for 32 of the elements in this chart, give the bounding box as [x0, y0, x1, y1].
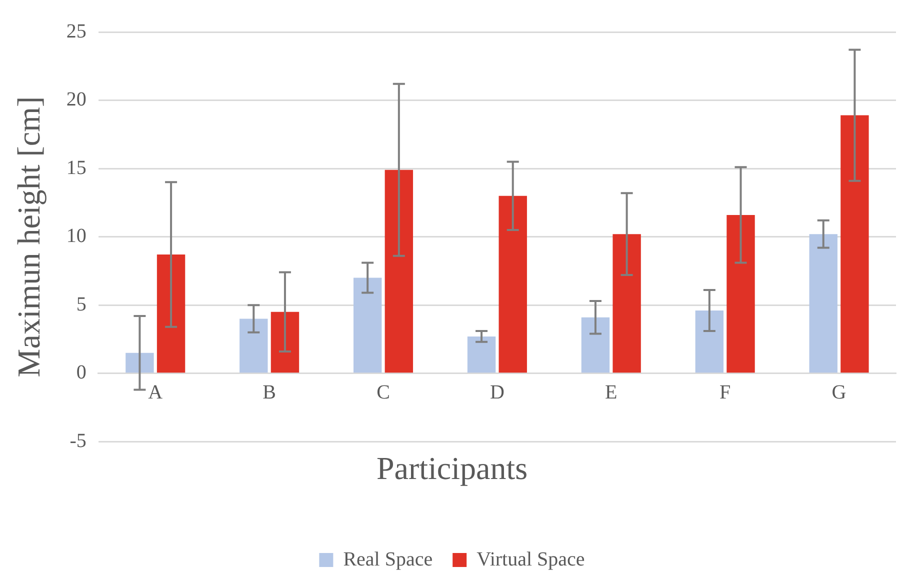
- legend-label: Real Space: [343, 548, 433, 570]
- y-tick-label: 25: [66, 20, 86, 42]
- bar: [809, 234, 838, 373]
- x-tick-label: B: [262, 382, 276, 404]
- x-tick-label: G: [832, 382, 846, 404]
- bar: [240, 318, 268, 373]
- x-tick-label: E: [605, 382, 618, 404]
- bar: [156, 254, 186, 373]
- bar: [467, 336, 496, 373]
- bar: [498, 196, 527, 373]
- x-tick-label: A: [148, 382, 164, 404]
- y-tick-label: 0: [76, 362, 86, 384]
- y-tick-label: 10: [66, 225, 86, 248]
- bar: [612, 234, 641, 373]
- bar: [270, 312, 300, 373]
- y-tick-label: -5: [70, 430, 86, 452]
- legend-label: Virtual Space: [476, 548, 585, 570]
- x-tick-label: C: [376, 382, 390, 404]
- bar: [581, 317, 610, 373]
- y-tick-label: 5: [76, 293, 86, 316]
- bar: [840, 115, 869, 373]
- bar: [695, 310, 724, 373]
- bar: [353, 278, 382, 373]
- bar: [126, 352, 154, 373]
- y-tick-label: 15: [66, 156, 86, 179]
- x-axis-title: Participants: [376, 450, 528, 486]
- y-axis-title: Maximun height [cm]: [10, 96, 47, 378]
- x-tick-label: F: [720, 382, 731, 404]
- bar: [384, 170, 414, 373]
- x-tick-label: D: [490, 382, 504, 404]
- y-tick-label: 20: [66, 88, 86, 111]
- bar: [726, 214, 755, 373]
